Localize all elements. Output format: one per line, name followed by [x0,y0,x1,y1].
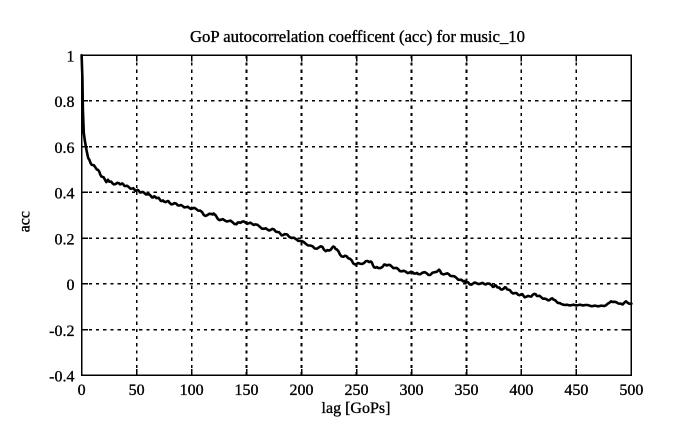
svg-text:0.8: 0.8 [55,94,75,111]
svg-text:300: 300 [400,382,424,399]
svg-text:50: 50 [129,382,145,399]
svg-text:450: 450 [564,382,588,399]
svg-text:350: 350 [455,382,479,399]
svg-text:0.4: 0.4 [55,186,75,203]
svg-text:400: 400 [509,382,533,399]
svg-text:GoP autocorrelation coefficent: GoP autocorrelation coefficent (acc) for… [190,27,525,46]
svg-text:lag [GoPs]: lag [GoPs] [322,400,391,417]
svg-text:500: 500 [619,382,643,399]
svg-text:1: 1 [67,48,75,65]
svg-text:-0.4: -0.4 [49,369,74,386]
svg-text:-0.2: -0.2 [49,323,74,340]
svg-text:150: 150 [235,382,259,399]
svg-text:200: 200 [290,382,314,399]
svg-text:0: 0 [67,277,75,294]
svg-text:0.2: 0.2 [55,231,75,248]
svg-text:0.6: 0.6 [55,140,75,157]
svg-text:100: 100 [180,382,204,399]
svg-text:acc: acc [16,211,33,232]
svg-text:250: 250 [345,382,369,399]
svg-text:0: 0 [78,382,86,399]
